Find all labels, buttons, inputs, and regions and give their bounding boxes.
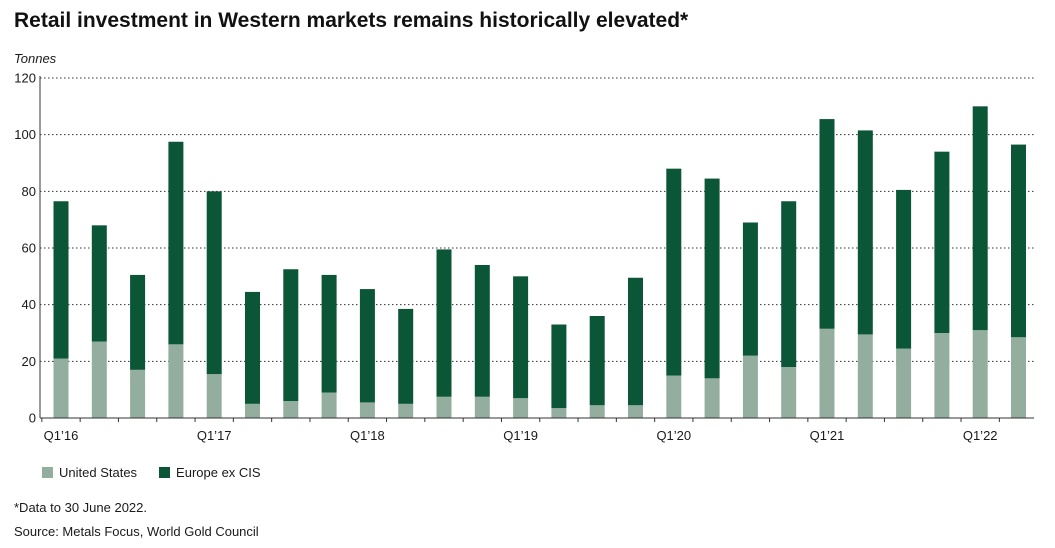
bar-europe-ex-cis [742,222,758,356]
bar-united-states [283,401,299,418]
bar-europe-ex-cis [551,324,567,409]
y-tick-label: 60 [22,241,36,256]
bar-united-states [628,405,643,418]
bar-europe-ex-cis [666,168,682,376]
bar-europe-ex-cis [819,119,835,329]
bar-europe-ex-cis [53,201,69,359]
legend-item-united-states: United States [42,465,137,480]
x-tick-label: Q1’17 [197,428,232,443]
bar-united-states [857,334,873,418]
bar-united-states [436,396,452,418]
chart-title: Retail investment in Western markets rem… [14,9,689,32]
x-tick-label: Q1’18 [350,428,385,443]
bar-united-states [781,367,797,418]
footnote: *Data to 30 June 2022. [14,500,147,515]
y-tick-label: 20 [22,354,36,369]
bar-europe-ex-cis [1011,144,1026,338]
bar-europe-ex-cis [704,178,720,379]
bar-europe-ex-cis [206,191,222,375]
bar-europe-ex-cis [283,269,299,401]
y-axis-unit-label: Tonnes [14,51,57,66]
y-tick-label: 100 [14,127,36,142]
bar-united-states [513,398,529,418]
bar-united-states [666,375,682,418]
bar-europe-ex-cis [781,201,797,367]
bar-europe-ex-cis [628,277,643,406]
bar-united-states [589,405,605,418]
bar-united-states [1011,337,1026,418]
x-tick-label: Q1’19 [503,428,538,443]
legend: United States Europe ex CIS [42,465,283,480]
bar-united-states [704,378,720,418]
bar-europe-ex-cis [321,274,337,393]
bar-united-states [130,369,146,418]
x-tick-label: Q1’22 [963,428,998,443]
bar-europe-ex-cis [168,141,184,345]
bar-united-states [206,374,222,418]
bar-united-states [474,396,490,418]
x-tick-label: Q1’21 [810,428,845,443]
y-tick-label: 120 [14,71,36,86]
bar-europe-ex-cis [896,189,912,349]
bar-united-states [551,408,567,418]
bar-united-states [245,403,260,418]
bar-europe-ex-cis [513,276,529,399]
stacked-bar-chart: 0 20 40 60 80 100 120 Q1’16 Q1’17 Q1’18 Q1’19 Q1’20… [14,71,1034,443]
legend-label-europe-ex-cis: Europe ex CIS [176,465,261,480]
source-note: Source: Metals Focus, World Gold Council [14,524,259,539]
y-tick-label: 0 [29,411,36,426]
bar-europe-ex-cis [436,249,452,397]
bar-united-states [359,402,375,418]
bar-europe-ex-cis [972,106,988,331]
bar-europe-ex-cis [91,225,107,342]
bar-europe-ex-cis [857,130,873,335]
legend-item-europe-ex-cis: Europe ex CIS [159,465,261,480]
bar-united-states [53,358,69,418]
legend-swatch-europe-ex-cis [159,467,171,478]
bar-united-states [321,392,337,418]
bar-united-states [91,341,107,418]
bar-europe-ex-cis [359,289,375,403]
x-tick-label: Q1’16 [44,428,79,443]
bar-europe-ex-cis [474,265,490,397]
bar-europe-ex-cis [934,151,950,333]
y-tick-label: 40 [22,297,36,312]
bar-europe-ex-cis [589,316,605,406]
bar-united-states [972,330,988,418]
bar-united-states [168,344,184,418]
bar-europe-ex-cis [130,274,146,370]
bar-europe-ex-cis [398,308,414,404]
x-tick-label: Q1’20 [656,428,691,443]
bar-united-states [742,355,758,418]
bar-united-states [398,403,414,418]
legend-swatch-united-states [42,467,53,478]
bar-united-states [934,333,950,418]
bar-united-states [819,328,835,418]
legend-label-united-states: United States [59,465,138,480]
bar-united-states [896,348,912,418]
y-tick-label: 80 [22,184,36,199]
bar-europe-ex-cis [245,291,260,404]
